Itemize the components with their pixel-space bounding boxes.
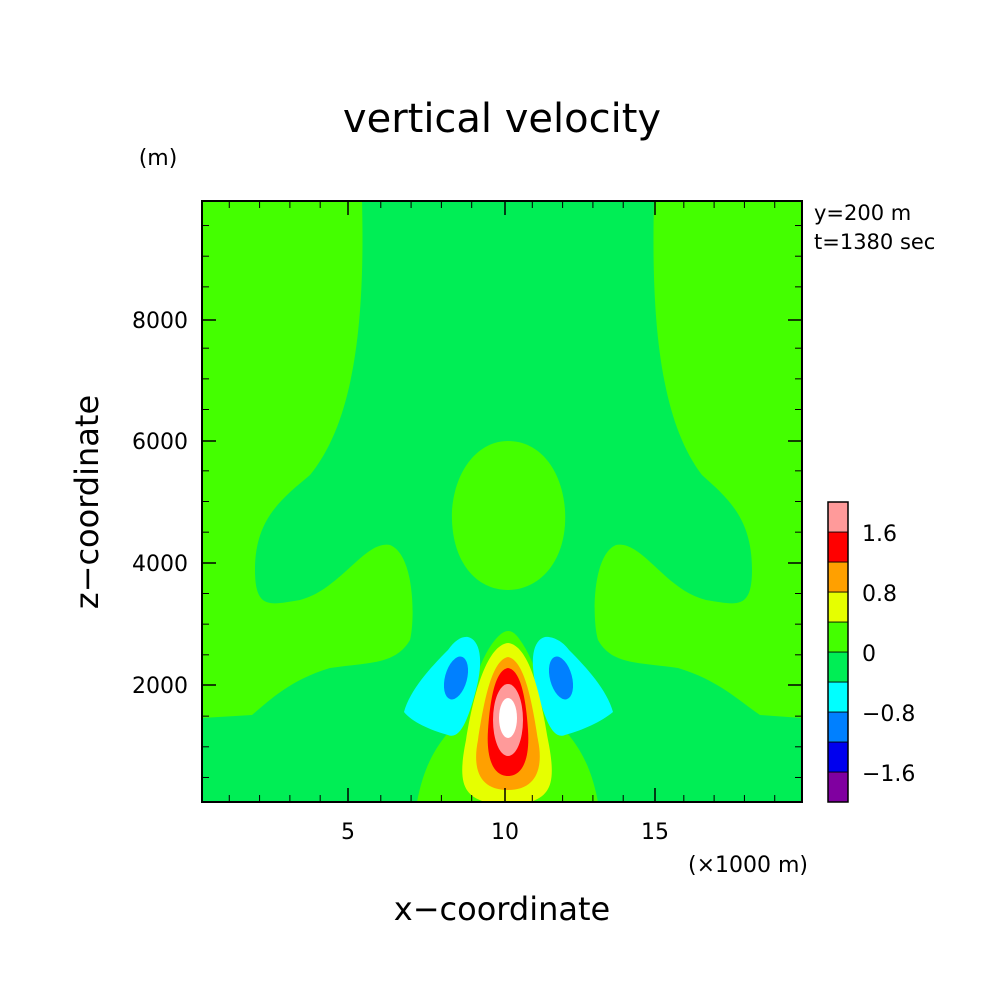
colorbar-tick-label: 0.8: [862, 582, 897, 607]
info-y: y=200 m: [814, 201, 911, 225]
colorbar-swatch: [827, 651, 849, 683]
y-tick-label: 8000: [132, 309, 188, 334]
contour-band-downdraft-core-left: [443, 656, 469, 700]
colorbar-swatch: [827, 621, 849, 653]
y-axis-label: z−coordinate: [68, 395, 106, 609]
colorbar-swatch: [827, 771, 849, 803]
x-tick-label: 5: [341, 820, 355, 845]
x-tick-label: 10: [491, 820, 519, 845]
colorbar-swatch: [827, 531, 849, 563]
info-t: t=1380 sec: [814, 230, 935, 254]
colorbar-tick-label: 0: [862, 642, 876, 667]
colorbar-tick-label: −0.8: [862, 702, 915, 727]
colorbar-swatch: [827, 591, 849, 623]
colorbar-frame: [827, 501, 849, 803]
colorbar-swatch: [827, 741, 849, 773]
y-tick-label: 4000: [132, 552, 188, 577]
colorbar-swatch: [827, 681, 849, 713]
contour-band-weak-positive-right: [594, 201, 802, 718]
contour-band-weak-positive-center: [451, 441, 566, 590]
chart-title: vertical velocity: [343, 96, 661, 142]
y-tick-label: 6000: [132, 430, 188, 455]
contour-band-2.0: [499, 698, 517, 738]
colorbar: [827, 501, 849, 803]
colorbar-swatch: [827, 501, 849, 533]
contour-band-weak-positive: [202, 201, 413, 718]
colorbar-tick-label: −1.6: [862, 762, 915, 787]
contour-band-weak-positive-edge: [202, 474, 225, 588]
x-tick-label: 15: [641, 820, 669, 845]
y-tick-label: 2000: [132, 674, 188, 699]
y-minor-ticks: [202, 225, 802, 778]
y-units-label: (m): [139, 146, 178, 171]
x-units-label: (×1000 m): [688, 853, 808, 878]
colorbar-swatch: [827, 711, 849, 743]
colorbar-swatch: [827, 561, 849, 593]
contour-band-weak-positive-edge-right: [791, 484, 802, 568]
x-axis-label: x−coordinate: [394, 890, 610, 928]
contour-field: [202, 201, 802, 802]
x-minor-ticks: [228, 201, 776, 802]
contour-band-downdraft-core-right: [548, 656, 574, 700]
colorbar-tick-label: 1.6: [862, 522, 897, 547]
